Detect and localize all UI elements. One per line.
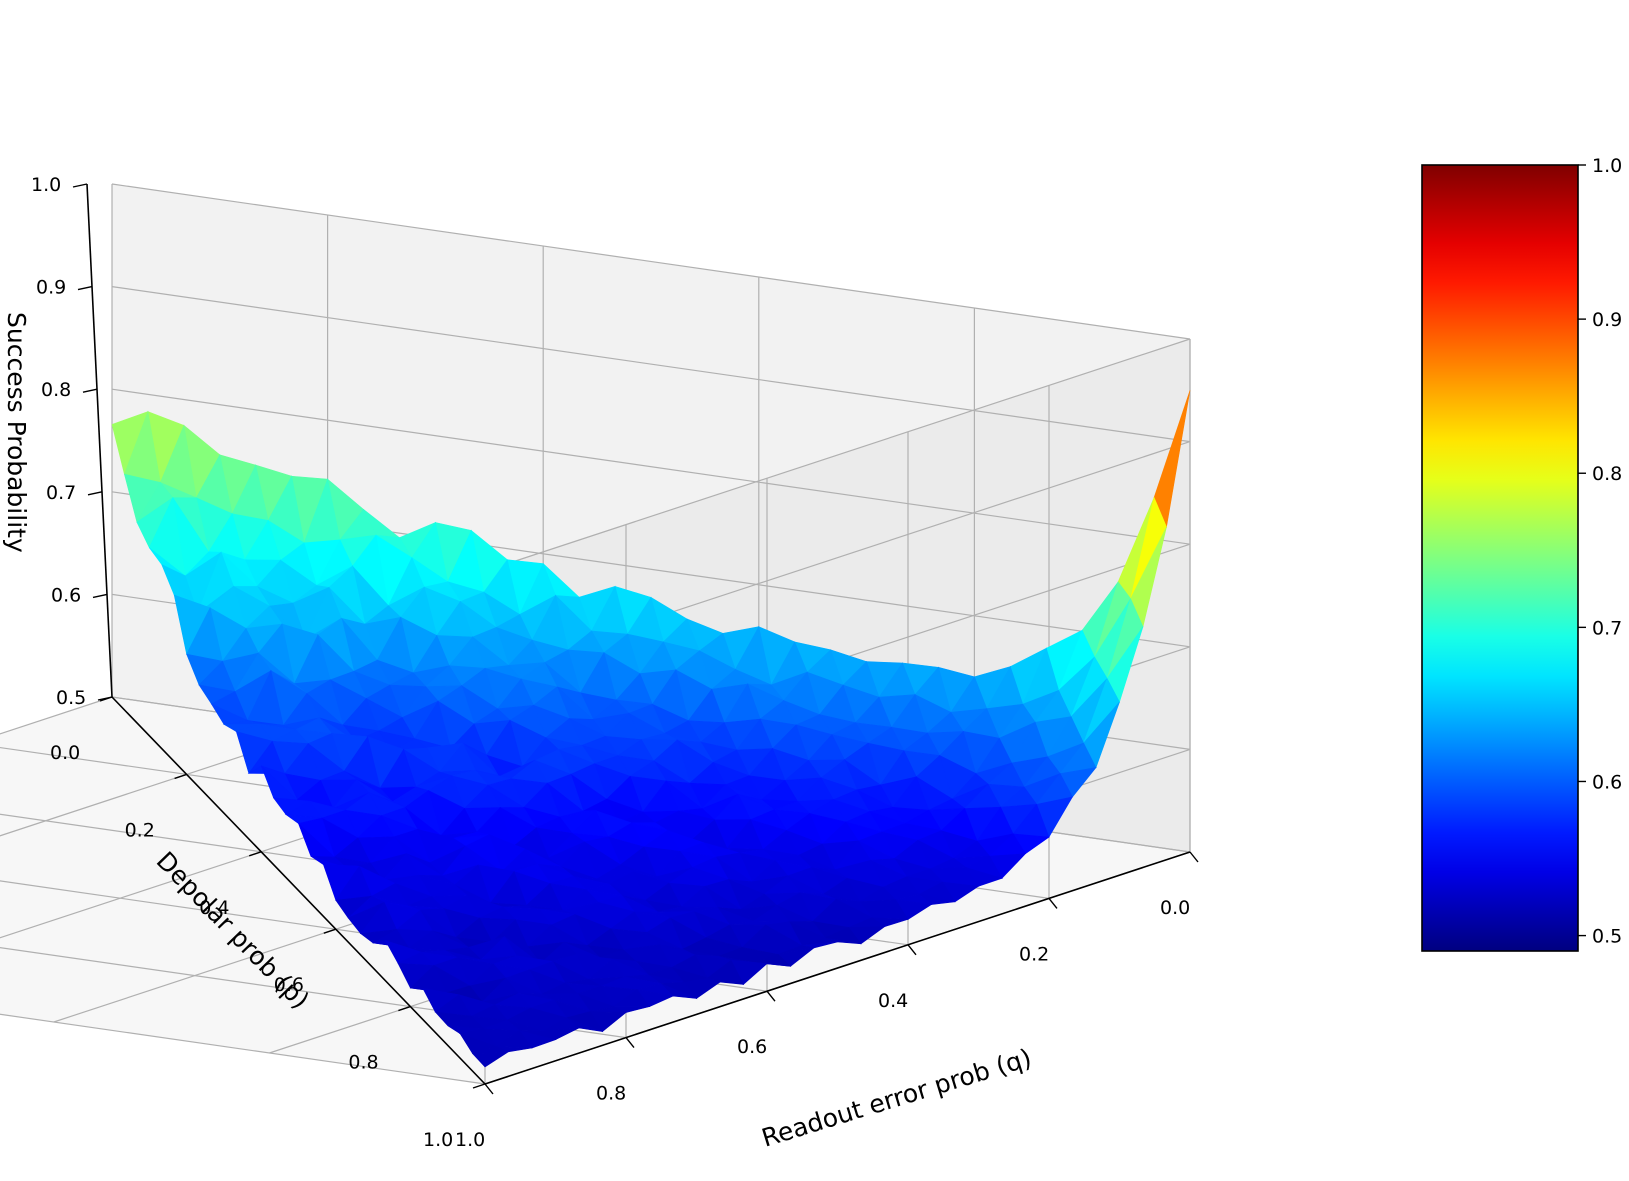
x-tick-mark xyxy=(625,1037,635,1049)
x-tick-mark xyxy=(484,1083,494,1095)
z-tick-label: 0.6 xyxy=(51,584,81,606)
colorbar-tick-label: 0.9 xyxy=(1592,309,1622,331)
z-tick-label: 0.9 xyxy=(36,277,66,299)
z-tick-label: 1.0 xyxy=(31,174,61,196)
x-tick-mark xyxy=(1189,851,1199,863)
x-tick-label: 0.4 xyxy=(878,990,908,1012)
y-tick-mark xyxy=(174,773,187,780)
colorbar-tick-label: 0.8 xyxy=(1592,463,1622,485)
y-tick-mark xyxy=(323,928,337,934)
y-tick-mark xyxy=(398,1005,411,1012)
surface-mesh xyxy=(111,390,1191,1068)
p-axis-line xyxy=(111,696,486,1085)
x-tick-label: 0.2 xyxy=(1019,943,1049,965)
x-tick-mark xyxy=(766,990,776,1002)
colorbar-tick-label: 0.6 xyxy=(1592,771,1622,793)
x-tick-label: 0.0 xyxy=(1160,897,1190,919)
y-tick-label: 1.0 xyxy=(423,1129,453,1151)
grid-line xyxy=(111,388,1191,545)
x-tick-label: 0.6 xyxy=(737,1036,767,1058)
colorbar-body xyxy=(1421,164,1579,952)
z-tick-mark xyxy=(82,388,98,393)
y-tick-mark xyxy=(472,1083,486,1089)
grid-line xyxy=(111,183,1191,340)
x-tick-label: 0.8 xyxy=(596,1083,626,1105)
x-tick-mark xyxy=(907,944,917,956)
grid-line xyxy=(111,286,1191,443)
y-tick-label: 0.4 xyxy=(199,897,229,919)
z-tick-mark xyxy=(77,285,93,291)
colorbar: 0.5 0.6 0.7 0.8 0.9 1.0 xyxy=(1421,155,1622,952)
y-tick-label: 0.6 xyxy=(274,974,304,996)
y-tick-label: 0.0 xyxy=(50,742,80,764)
z-tick-label: 0.7 xyxy=(46,482,76,504)
grid-line xyxy=(0,727,328,837)
z-axis-line xyxy=(86,183,113,698)
y-tick-mark xyxy=(248,851,262,857)
colorbar-tick-label: 0.5 xyxy=(1592,926,1622,948)
x-tick-mark xyxy=(1048,897,1058,909)
grid-line xyxy=(0,1013,486,1085)
grid-line xyxy=(484,338,1191,572)
tick-labels: 0.0 0.2 0.4 0.6 0.8 1.0 0.0 0.2 0.4 0.6 0.8 1.0 0.5 0… xyxy=(31,174,1199,1151)
x-axis-label: Readout error prob (q) xyxy=(758,1043,1034,1153)
x-tick-label: 1.0 xyxy=(455,1129,485,1151)
surface-facet xyxy=(471,1051,510,1068)
z-tick-mark xyxy=(92,593,108,599)
z-tick-label: 0.8 xyxy=(41,379,71,401)
axis-lines xyxy=(86,183,1191,1085)
q-axis-line xyxy=(484,851,1191,1085)
y-tick-label: 0.2 xyxy=(125,819,155,841)
colorbar-tick-label: 1.0 xyxy=(1592,155,1622,177)
z-tick-mark xyxy=(72,183,88,188)
z-axis-label: Success Probability xyxy=(2,312,31,553)
y-tick-label: 0.8 xyxy=(348,1052,378,1074)
z-tick-mark xyxy=(97,696,113,701)
z-tick-mark xyxy=(87,491,103,496)
z-tick-label: 0.5 xyxy=(56,687,86,709)
colorbar-tick-label: 0.7 xyxy=(1592,617,1622,639)
